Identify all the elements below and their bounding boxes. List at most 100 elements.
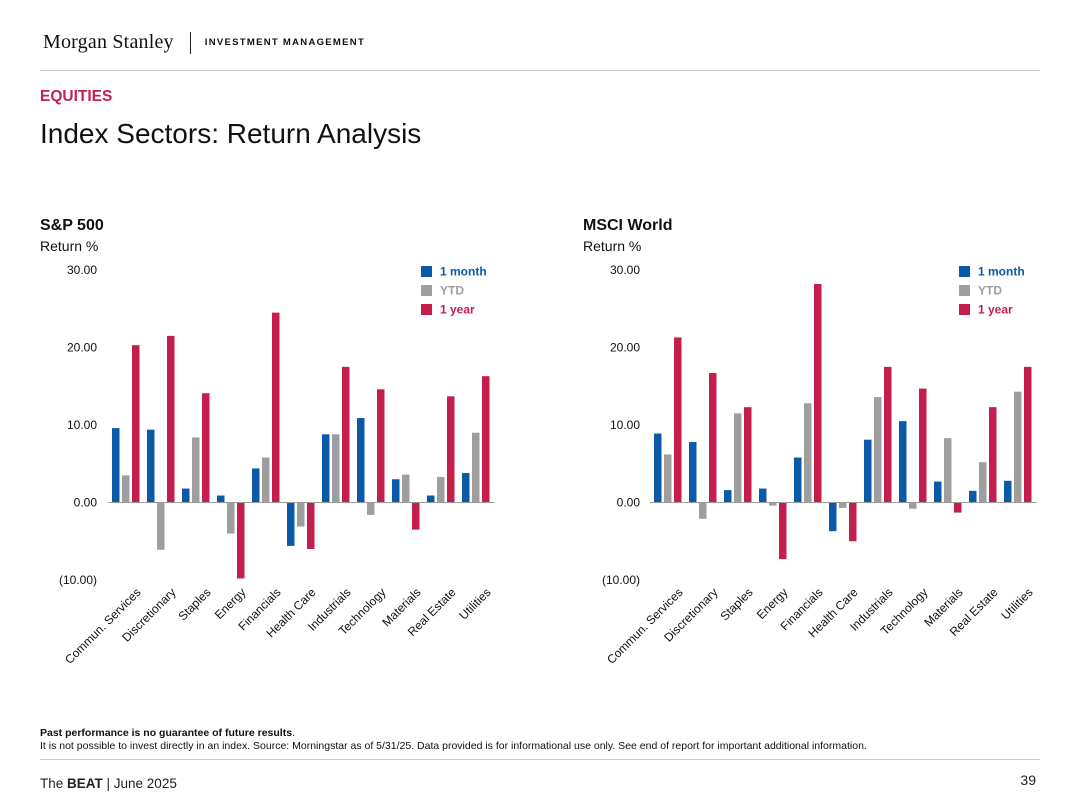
bar-ytd [472,432,480,503]
company-logo: Morgan Stanley INVESTMENT MANAGEMENT [43,31,365,54]
bar-1-year [814,283,822,503]
bar-1-year [202,393,210,503]
bar-1-month [357,418,365,503]
y-tick-label: 10.00 [67,418,97,432]
bar-1-year [167,335,175,503]
logo-divider [189,31,191,54]
bar-1-month [322,434,330,503]
bar-1-month [462,473,470,503]
bar-1-month [427,495,435,503]
bar-1-month [654,433,662,503]
bar-1-year [237,502,245,579]
bar-1-month [864,439,872,503]
footer-divider [40,759,1040,760]
bar-ytd [769,502,777,506]
footer-publication: The BEAT | June 2025 [40,776,177,791]
legend-swatch [421,266,432,277]
bar-1-month [217,495,225,503]
y-tick-label: 20.00 [67,341,97,355]
legend-swatch [959,304,970,315]
legend-swatch [421,304,432,315]
bar-1-month [934,481,942,503]
footer-bold: BEAT [67,776,103,791]
bar-ytd [227,502,235,534]
y-tick-label: 20.00 [610,341,640,355]
disclaimer-text: It is not possible to invest directly in… [40,740,867,752]
bar-1-year [779,502,787,560]
chart-ylabel-sp500: Return % [40,238,99,254]
division-name: INVESTMENT MANAGEMENT [204,37,366,48]
disclaimer-bold: Past performance is no guarantee of futu… [40,727,293,739]
bar-ytd [437,476,445,503]
bar-1-year [272,312,280,503]
bar-ytd [699,502,707,519]
bar-1-month [829,502,837,532]
y-tick-label: 0.00 [74,496,98,510]
bar-1-month [689,442,697,503]
legend-label: 1 year [978,303,1013,317]
category-label: Staples [717,585,755,623]
bar-1-year [412,502,420,530]
bar-1-month [147,429,155,503]
footer-suffix: | June 2025 [102,776,177,791]
y-tick-label: 0.00 [617,496,641,510]
bar-1-year [342,366,350,503]
legend-label: 1 year [440,303,475,317]
bar-1-year [377,389,385,503]
chart-title-msci: MSCI World [583,217,673,234]
bar-1-month [287,502,295,546]
category-label: Utilities [456,585,493,622]
legend-swatch [421,285,432,296]
bar-1-year [989,407,997,503]
bar-ytd [297,502,305,527]
disclaimer-bold-end: . [292,727,295,739]
category-label: Utilities [998,585,1035,622]
bar-1-month [759,488,767,503]
footer-prefix: The [40,776,68,791]
bar-ytd [804,403,812,503]
bar-ytd [874,397,882,503]
bar-ytd [979,462,987,503]
bar-1-year [884,366,892,503]
page-number: 39 [1020,772,1036,788]
bar-ytd [909,502,917,509]
bar-ytd [122,475,130,503]
bar-1-year [849,502,857,542]
bar-1-month [794,457,802,503]
legend-swatch [959,266,970,277]
bar-1-year [482,376,490,503]
legend-swatch [959,285,970,296]
bar-ytd [367,502,375,515]
chart-title-sp500: S&P 500 [40,217,104,234]
bar-1-month [1004,480,1012,503]
legend-label: 1 month [440,265,487,279]
bar-ytd [332,434,340,503]
y-tick-label: 30.00 [67,263,97,277]
bar-1-year [307,502,315,549]
bar-1-month [392,479,400,503]
y-tick-label: 30.00 [610,263,640,277]
bar-1-year [744,407,752,503]
bar-1-year [919,388,927,503]
bar-1-year [447,396,455,503]
legend-label: YTD [440,284,464,298]
bar-ytd [192,437,200,503]
y-tick-label: (10.00) [602,573,640,587]
bar-ytd [402,474,410,503]
bar-ytd [262,457,270,503]
y-tick-label: (10.00) [59,573,97,587]
legend-label: 1 month [978,265,1025,279]
bar-1-year [674,337,682,503]
bar-1-year [1024,366,1032,503]
bar-ytd [839,502,847,508]
bar-1-month [182,488,190,503]
bar-1-month [969,490,977,503]
bar-ytd [944,438,952,503]
bar-1-month [112,428,120,503]
bar-1-month [899,421,907,503]
bar-1-year [954,502,962,513]
legend-label: YTD [978,284,1002,298]
bar-ytd [664,454,672,503]
brand-name: Morgan Stanley [43,31,174,53]
